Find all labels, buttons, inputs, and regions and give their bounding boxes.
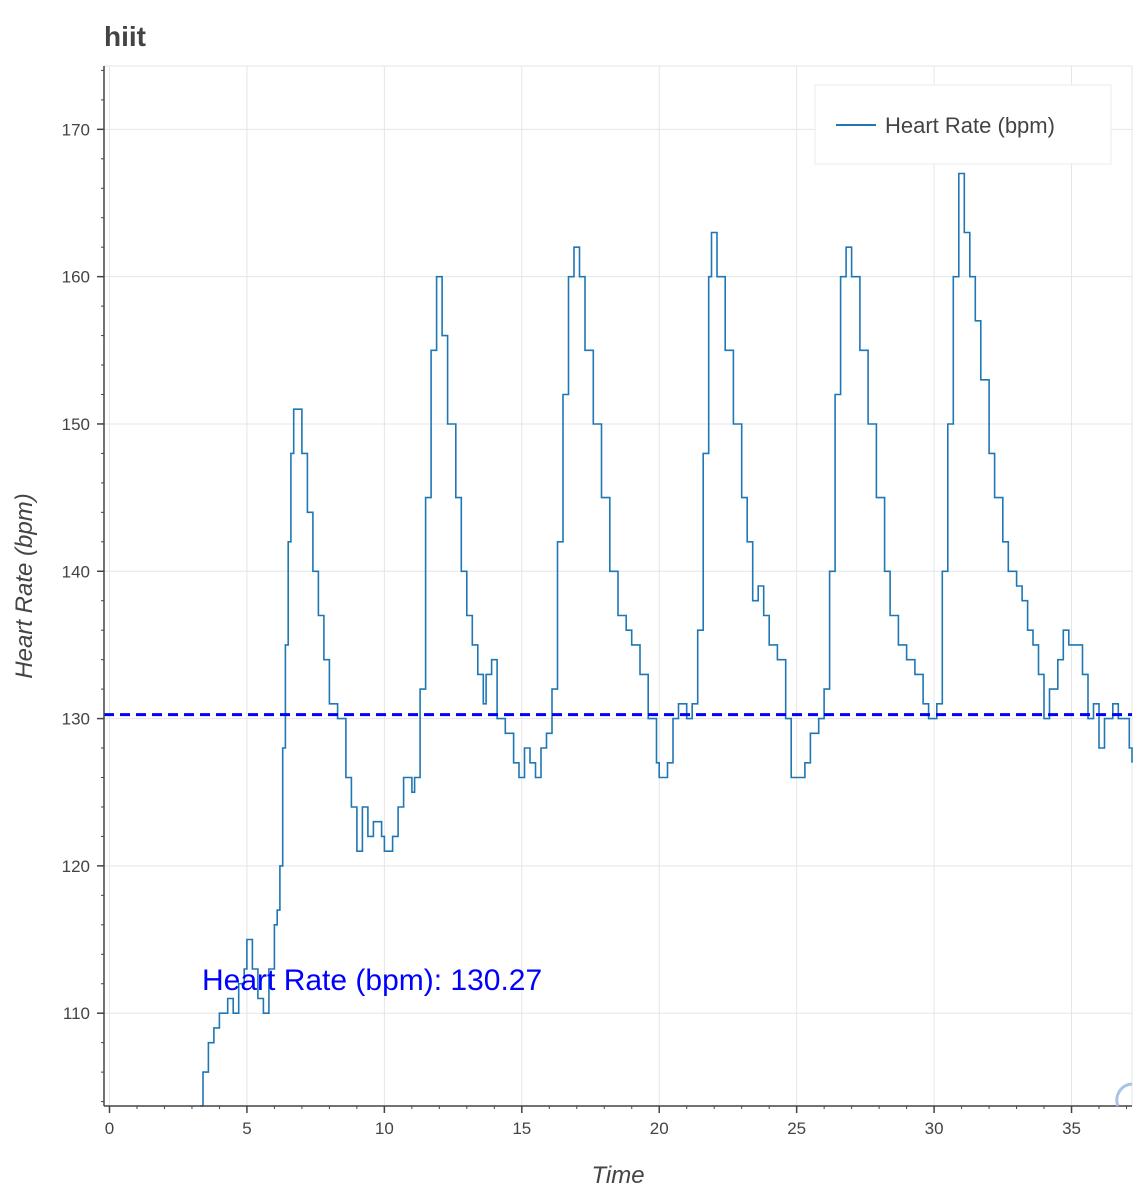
- x-tick-label: 0: [105, 1119, 114, 1138]
- legend: Heart Rate (bpm): [814, 84, 1112, 165]
- reset-control[interactable]: [1115, 1082, 1133, 1107]
- y-tick-label: 110: [63, 1004, 90, 1023]
- y-tick-label: 150: [62, 415, 90, 434]
- legend-label: Heart Rate (bpm): [885, 113, 1055, 138]
- y-tick-label: 120: [62, 857, 90, 876]
- y-tick-label: 160: [62, 268, 90, 287]
- x-tick-label: 20: [650, 1119, 669, 1138]
- x-tick-label: 15: [512, 1119, 531, 1138]
- mean-annotation: Heart Rate (bpm): 130.27: [202, 964, 542, 997]
- x-tick-label: 10: [375, 1119, 394, 1138]
- y-axis-label: Heart Rate (bpm): [11, 493, 38, 678]
- chart-title: hiit: [104, 21, 146, 52]
- x-tick-label: 35: [1062, 1119, 1081, 1138]
- y-tick-label: 170: [62, 120, 90, 139]
- grid: [104, 66, 1132, 1106]
- reset-arc-icon: [1115, 1082, 1133, 1107]
- x-axis-label: Time: [591, 1162, 644, 1189]
- y-tick-label: 130: [62, 710, 90, 729]
- y-tick-label: 140: [62, 562, 90, 581]
- x-tick-label: 30: [925, 1119, 944, 1138]
- x-tick-label: 25: [787, 1119, 806, 1138]
- series-line-heart-rate: [200, 172, 1133, 1107]
- axes: 0 5 10 15 20 25 30 35 110 120 130 140 150 160 170: [62, 66, 1132, 1138]
- x-tick-label: 5: [242, 1119, 251, 1138]
